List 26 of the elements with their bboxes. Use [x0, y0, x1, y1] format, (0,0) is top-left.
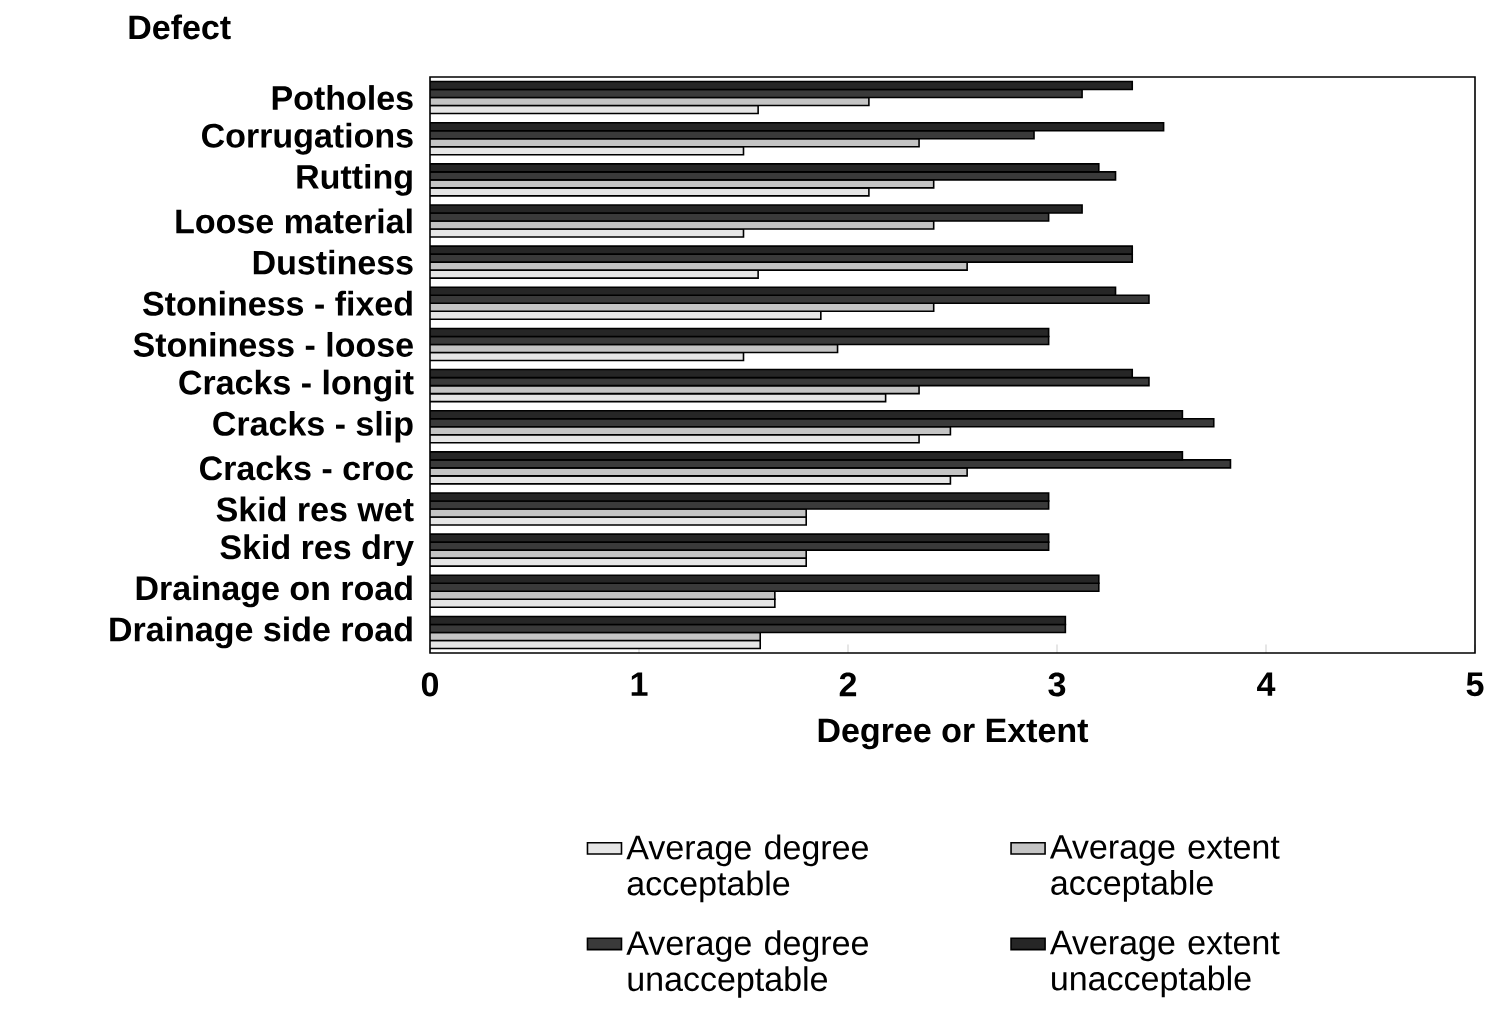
legend-label: Average degree unacceptable	[626, 930, 868, 998]
x-axis-title: Degree or Extent	[818, 718, 1089, 750]
y-tick-label: Drainage on road	[136, 575, 412, 608]
y-tick-label: Dustiness	[253, 249, 413, 275]
y-tick-label: Stoniness - fixed	[142, 290, 412, 316]
y-tick-label: Cracks - slip	[213, 410, 413, 443]
x-tick-label: 0	[421, 672, 439, 697]
y-axis-title: Defect	[129, 14, 231, 40]
x-tick-label: 1	[631, 672, 648, 696]
y-tick-label: Potholes	[272, 85, 413, 111]
legend-label: Average extent acceptable	[1049, 835, 1280, 902]
y-tick-label: Drainage side road	[110, 616, 412, 649]
y-tick-label: Rutting	[297, 163, 412, 196]
x-tick-label: 4	[1257, 672, 1276, 696]
y-tick-label: Cracks - longit	[179, 369, 414, 402]
y-tick-label: Corrugations	[202, 122, 413, 155]
y-tick-label: Cracks - croc	[200, 455, 413, 481]
y-tick-label: Stoniness - loose	[133, 331, 413, 357]
x-tick-label: 2	[839, 672, 857, 697]
y-tick-label: Skid res wet	[216, 496, 414, 522]
legend-label: Average degree acceptable	[626, 834, 868, 903]
x-tick-label: 5	[1466, 672, 1484, 697]
y-tick-label: Skid res dry	[220, 534, 414, 566]
legend-label: Average extent unacceptable	[1049, 930, 1280, 998]
y-tick-label: Loose material	[176, 208, 412, 234]
x-tick-label: 3	[1048, 672, 1066, 697]
